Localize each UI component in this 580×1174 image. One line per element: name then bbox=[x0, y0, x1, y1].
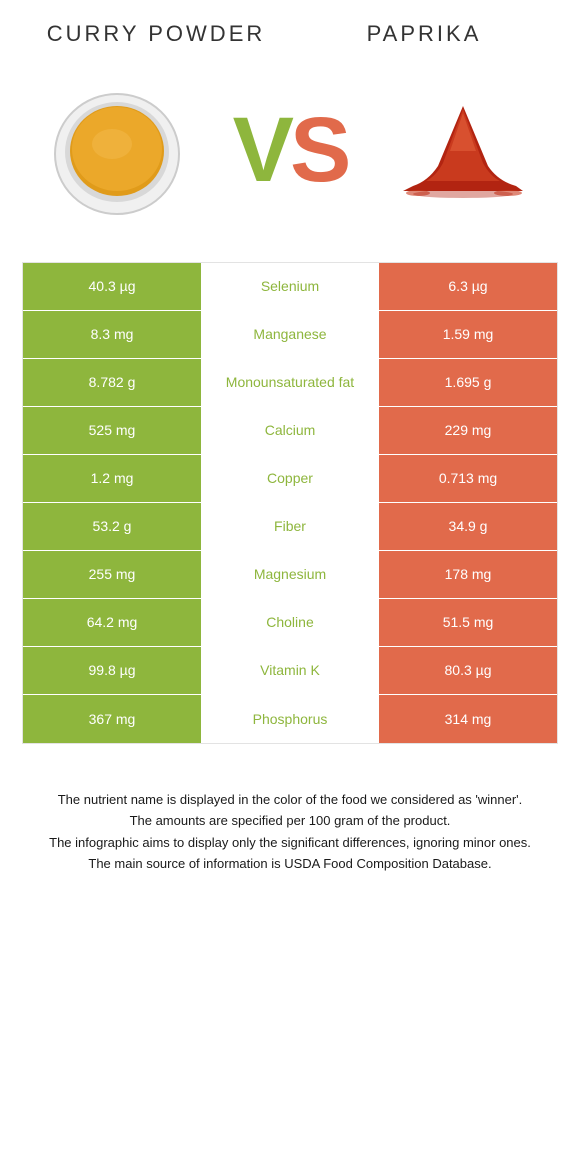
right-value-cell: 80.3 µg bbox=[379, 647, 557, 694]
left-value-cell: 53.2 g bbox=[23, 503, 201, 550]
right-value-cell: 314 mg bbox=[379, 695, 557, 743]
right-food-image bbox=[388, 76, 538, 226]
s-letter: S bbox=[290, 98, 347, 203]
left-value-cell: 1.2 mg bbox=[23, 455, 201, 502]
footer-line: The amounts are specified per 100 gram o… bbox=[22, 811, 558, 831]
footer-notes: The nutrient name is displayed in the co… bbox=[22, 790, 558, 874]
right-value-cell: 229 mg bbox=[379, 407, 557, 454]
header: Curry powder Paprika bbox=[22, 20, 558, 48]
left-value-cell: 8.782 g bbox=[23, 359, 201, 406]
nutrient-name-cell: Choline bbox=[201, 599, 379, 646]
comparison-table: 40.3 µgSelenium6.3 µg8.3 mgManganese1.59… bbox=[22, 262, 558, 744]
right-value-cell: 6.3 µg bbox=[379, 263, 557, 310]
table-row: 525 mgCalcium229 mg bbox=[23, 407, 557, 455]
left-value-cell: 64.2 mg bbox=[23, 599, 201, 646]
nutrient-name-cell: Magnesium bbox=[201, 551, 379, 598]
v-letter: V bbox=[233, 98, 290, 203]
table-row: 40.3 µgSelenium6.3 µg bbox=[23, 263, 557, 311]
table-row: 1.2 mgCopper0.713 mg bbox=[23, 455, 557, 503]
table-row: 8.3 mgManganese1.59 mg bbox=[23, 311, 557, 359]
nutrient-name-cell: Monounsaturated fat bbox=[201, 359, 379, 406]
table-row: 53.2 gFiber34.9 g bbox=[23, 503, 557, 551]
right-value-cell: 51.5 mg bbox=[379, 599, 557, 646]
left-value-cell: 255 mg bbox=[23, 551, 201, 598]
right-value-cell: 178 mg bbox=[379, 551, 557, 598]
footer-line: The nutrient name is displayed in the co… bbox=[22, 790, 558, 810]
table-row: 367 mgPhosphorus314 mg bbox=[23, 695, 557, 743]
right-food-title: Paprika bbox=[290, 20, 558, 48]
left-value-cell: 40.3 µg bbox=[23, 263, 201, 310]
nutrient-name-cell: Selenium bbox=[201, 263, 379, 310]
table-row: 99.8 µgVitamin K80.3 µg bbox=[23, 647, 557, 695]
footer-line: The main source of information is USDA F… bbox=[22, 854, 558, 874]
table-row: 64.2 mgCholine51.5 mg bbox=[23, 599, 557, 647]
left-food-image bbox=[42, 76, 192, 226]
right-value-cell: 1.59 mg bbox=[379, 311, 557, 358]
left-value-cell: 367 mg bbox=[23, 695, 201, 743]
table-row: 255 mgMagnesium178 mg bbox=[23, 551, 557, 599]
right-value-cell: 1.695 g bbox=[379, 359, 557, 406]
vs-icon: VS bbox=[233, 98, 348, 203]
left-value-cell: 8.3 mg bbox=[23, 311, 201, 358]
visual-row: VS bbox=[42, 76, 538, 226]
left-value-cell: 525 mg bbox=[23, 407, 201, 454]
left-food-title: Curry powder bbox=[22, 20, 290, 48]
nutrient-name-cell: Vitamin K bbox=[201, 647, 379, 694]
right-value-cell: 34.9 g bbox=[379, 503, 557, 550]
nutrient-name-cell: Copper bbox=[201, 455, 379, 502]
nutrient-name-cell: Calcium bbox=[201, 407, 379, 454]
nutrient-name-cell: Phosphorus bbox=[201, 695, 379, 743]
nutrient-name-cell: Manganese bbox=[201, 311, 379, 358]
left-value-cell: 99.8 µg bbox=[23, 647, 201, 694]
right-value-cell: 0.713 mg bbox=[379, 455, 557, 502]
table-row: 8.782 gMonounsaturated fat1.695 g bbox=[23, 359, 557, 407]
nutrient-name-cell: Fiber bbox=[201, 503, 379, 550]
footer-line: The infographic aims to display only the… bbox=[22, 833, 558, 853]
